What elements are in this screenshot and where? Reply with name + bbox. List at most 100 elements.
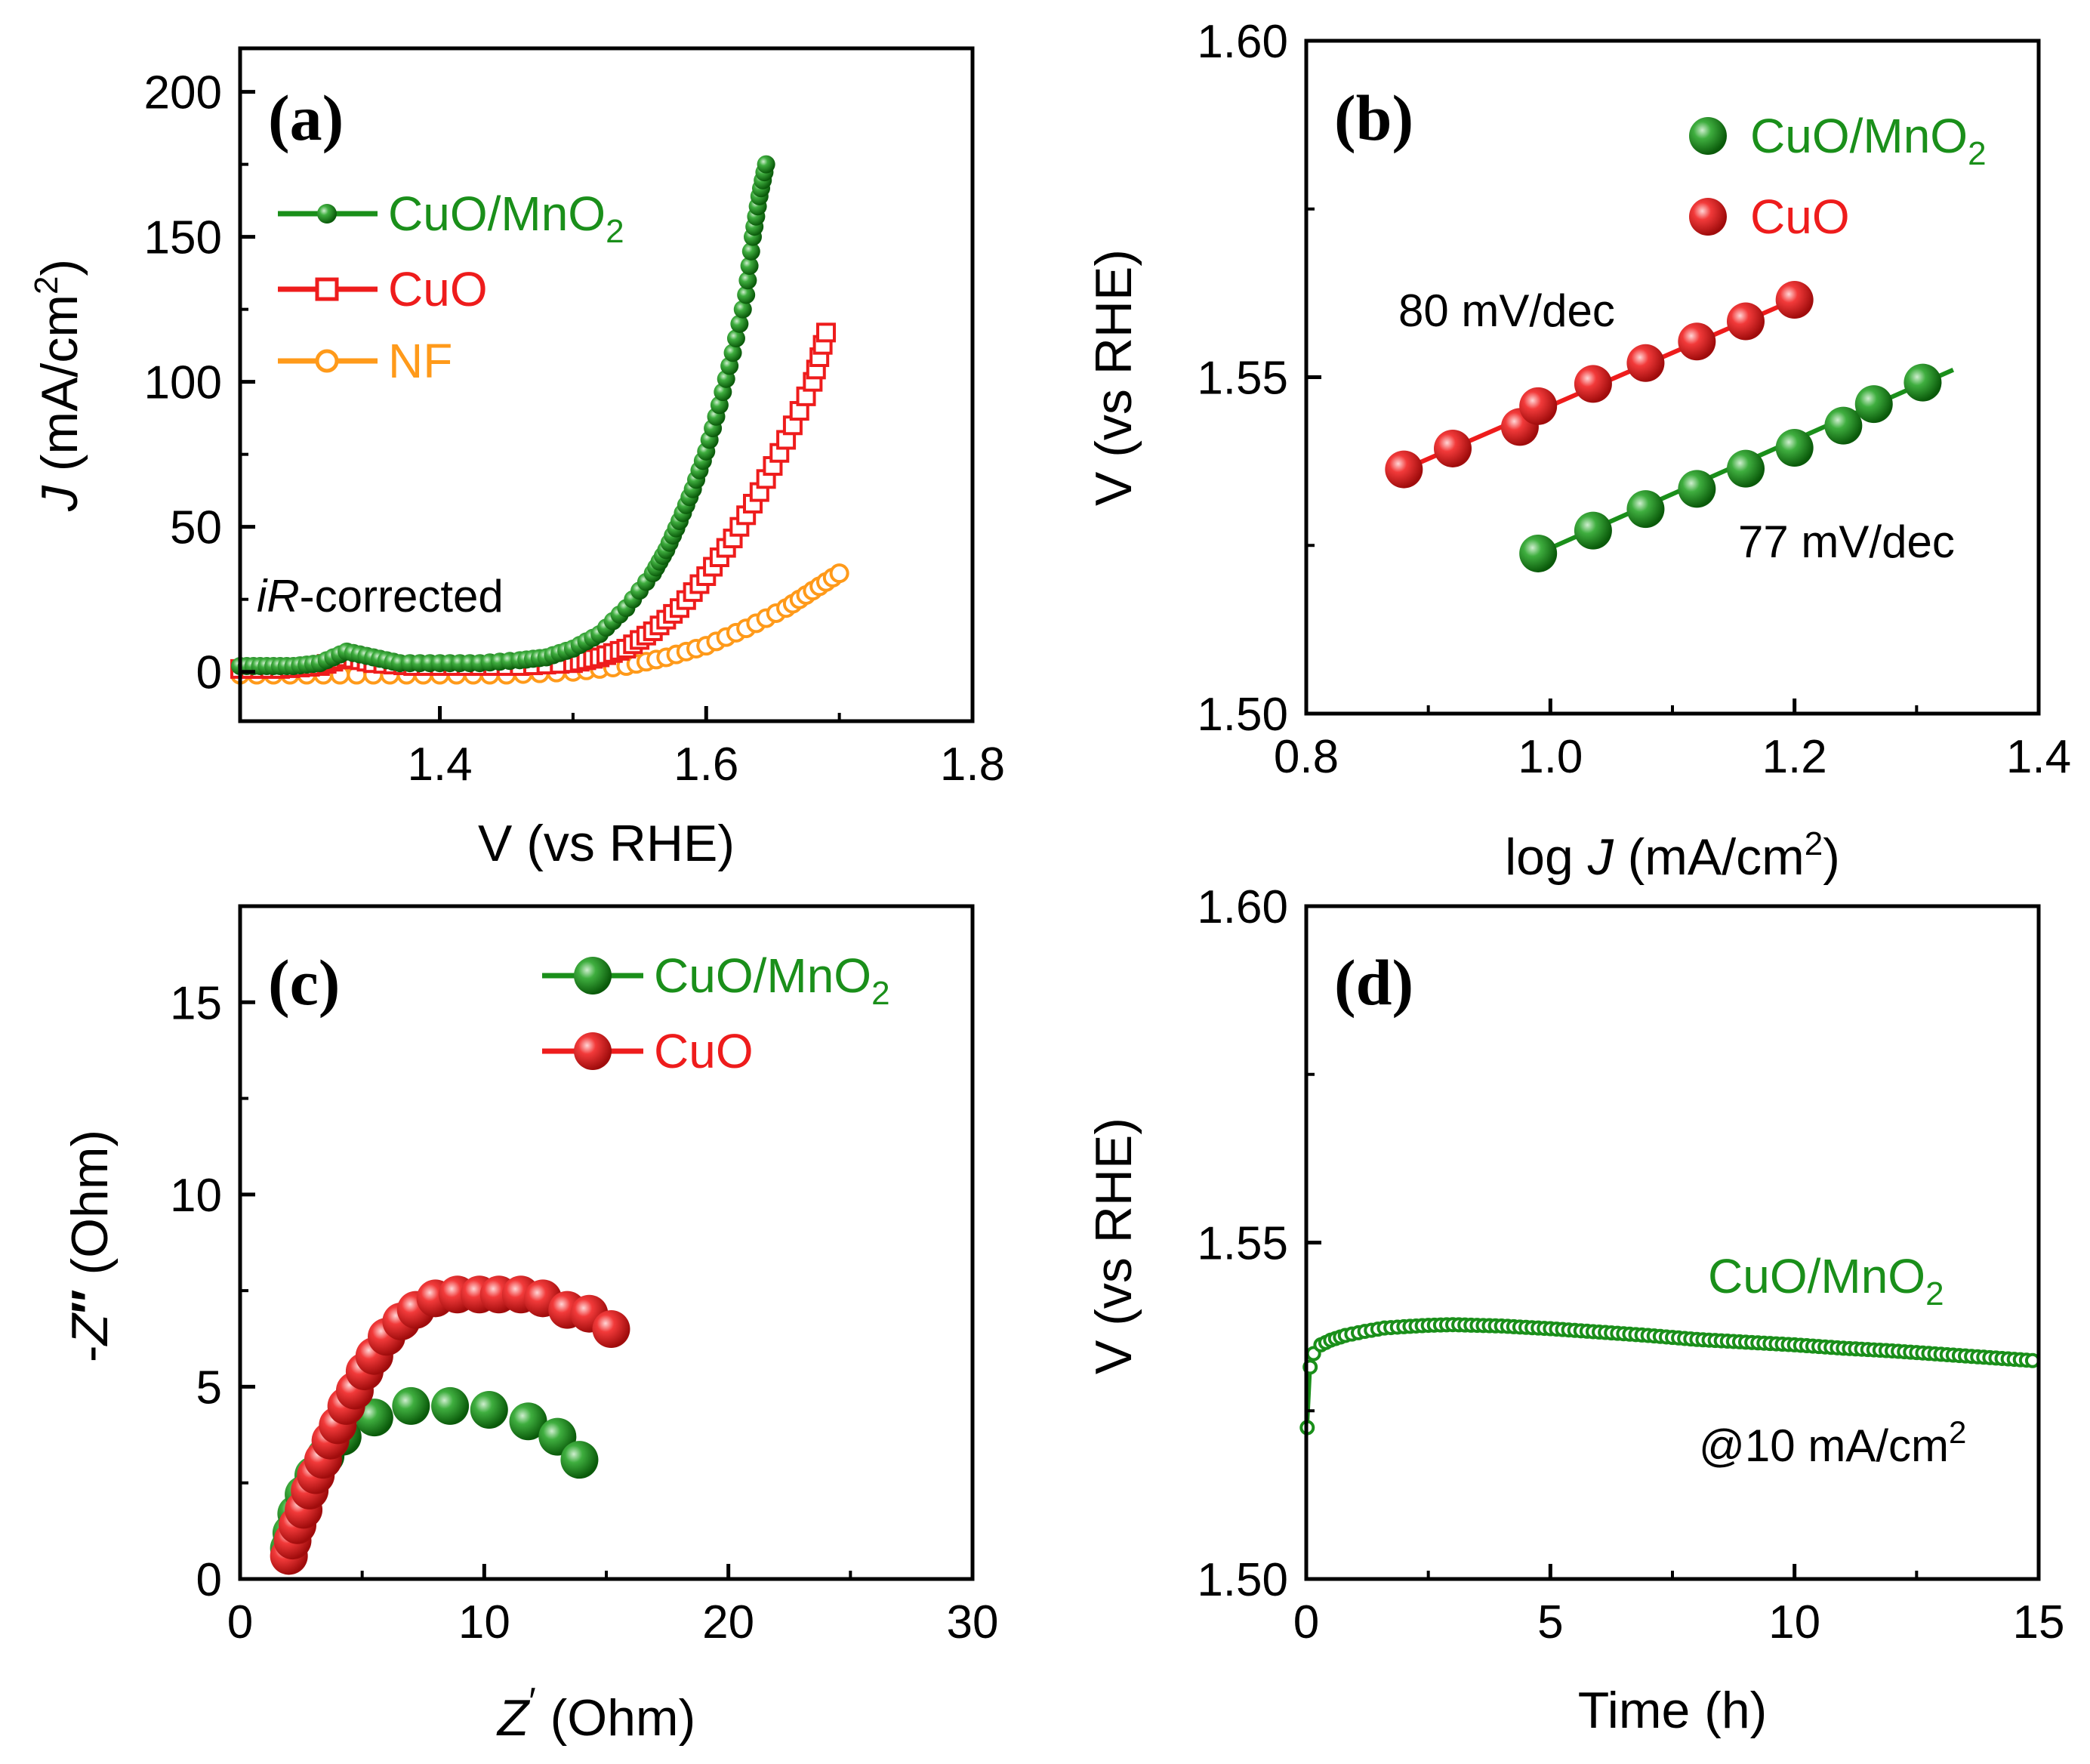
- panel-c-plot-area: [270, 1275, 630, 1575]
- panel-a-ticks: 1.4 1.6 1.8 0 50 100 150 200: [144, 67, 1006, 791]
- panel-c-xtick-label: 0: [227, 1596, 253, 1648]
- data-point: [740, 257, 759, 276]
- panel-b-xtick-label: 0.8: [1274, 731, 1339, 783]
- panel-b-plot-area: [1385, 281, 1955, 572]
- data-point: [741, 242, 760, 261]
- panel-a-ytick-label: 200: [144, 67, 222, 119]
- panel-b-xtick-label: 1.0: [1518, 731, 1583, 783]
- data-point: [1854, 385, 1893, 424]
- legend-marker-green: [1689, 117, 1727, 155]
- legend-marker-red: [1689, 198, 1727, 236]
- panel-b-legend: CuO/MnO2 CuO: [1689, 109, 1987, 244]
- legend-marker-green: [317, 204, 337, 224]
- data-point: [1626, 490, 1665, 529]
- legend-label-cuo: CuO: [1750, 190, 1850, 244]
- data-point: [1519, 534, 1558, 572]
- data-point: [560, 1441, 599, 1479]
- panel-d-ytick-label: 1.60: [1197, 881, 1288, 933]
- panel-b-slope-cuo-mno2: 77 mV/dec: [1738, 517, 1955, 567]
- panel-b-label: (b): [1334, 82, 1413, 154]
- panel-a-xtick-label: 1.4: [407, 739, 472, 791]
- panel-a-ytick-label: 50: [170, 502, 222, 554]
- panel-d-xtick-label: 10: [1768, 1596, 1820, 1648]
- data-point: [738, 271, 757, 290]
- data-point: [1574, 365, 1612, 403]
- panel-d-ticks: 0 5 10 15 1.50 1.55 1.60: [1197, 881, 2064, 1648]
- panel-b-ytick-label: 1.60: [1197, 16, 1288, 68]
- data-point: [592, 1310, 630, 1349]
- panel-b-xlabel: log J (mA/cm2): [1505, 825, 1840, 886]
- panel-b-ytick-label: 1.55: [1197, 353, 1288, 405]
- legend-label-cuo: CuO: [654, 1024, 754, 1078]
- panel-d-xlabel: Time (h): [1578, 1682, 1768, 1739]
- legend-label-nf: NF: [388, 334, 452, 388]
- data-point: [1727, 302, 1765, 341]
- legend-item-cuo: CuO: [278, 262, 488, 316]
- panel-b-xtick-label: 1.4: [2006, 731, 2071, 783]
- panel-c-frame: [238, 904, 975, 1581]
- data-point: [733, 300, 752, 319]
- panel-d-xtick-label: 15: [2013, 1596, 2065, 1648]
- data-point: [730, 314, 749, 333]
- panel-a-xlabel: V (vs RHE): [478, 815, 735, 872]
- data-point: [392, 1386, 430, 1425]
- data-point: [757, 155, 775, 174]
- panel-a-legend: CuO/MnO2 CuO NF: [278, 187, 624, 388]
- panel-d-plot-area: [1299, 1317, 2040, 1436]
- panel-a-ytick-label: 0: [196, 647, 222, 699]
- data-point: [1775, 281, 1814, 319]
- data-point: [1824, 406, 1863, 445]
- legend-label-cuo-mno2: CuO/MnO2: [388, 187, 624, 250]
- panel-b-ylabel: V (vs RHE): [1085, 249, 1142, 506]
- panel-a: 1.4 1.6 1.8 0 50 100 150 200 (a) V (vs RHE) J (…: [28, 46, 1006, 872]
- data-point: [1519, 387, 1558, 425]
- panel-b: 0.8 1.0 1.2 1.4 1.50 1.55 1.60 (b) log J (mA/c…: [1085, 16, 2071, 886]
- data-point: [829, 563, 849, 584]
- legend-label-cuo: CuO: [388, 262, 488, 316]
- data-point: [1775, 429, 1814, 467]
- data-point: [509, 1402, 547, 1441]
- data-point: [431, 1386, 470, 1425]
- panel-a-plot-area: [230, 155, 849, 685]
- panel-d-annotation: @10 mA/cm2: [1699, 1414, 1966, 1471]
- panel-b-ticks: 0.8 1.0 1.2 1.4 1.50 1.55 1.60: [1197, 16, 2071, 783]
- data-point: [1385, 450, 1423, 489]
- data-point: [1904, 363, 1942, 402]
- panel-b-ytick-label: 1.50: [1197, 689, 1288, 741]
- panel-c-ylabel: -Z″ (Ohm): [61, 1130, 119, 1362]
- panel-c-label: (c): [268, 946, 340, 1019]
- panel-a-ylabel: J (mA/cm2): [28, 259, 88, 512]
- panel-b-xtick-label: 1.2: [1762, 731, 1827, 783]
- panel-c-ytick-label: 5: [196, 1362, 222, 1414]
- panel-d-ylabel: V (vs RHE): [1085, 1118, 1142, 1374]
- panel-d-xtick-label: 5: [1537, 1596, 1563, 1648]
- data-point: [1434, 429, 1472, 467]
- panel-c-xtick-label: 10: [458, 1596, 510, 1648]
- panel-a-label: (a): [268, 82, 344, 154]
- data-point: [1727, 449, 1765, 488]
- data-point: [1678, 470, 1716, 508]
- panel-a-frame: [238, 46, 975, 723]
- data-point: [1574, 511, 1612, 550]
- legend-item-nf: NF: [278, 334, 452, 388]
- panel-c-xtick-label: 30: [947, 1596, 999, 1648]
- panel-c-ytick-label: 15: [170, 977, 222, 1029]
- legend-marker-red: [315, 277, 339, 301]
- panel-b-slope-cuo: 80 mV/dec: [1398, 285, 1615, 336]
- data-point: [737, 285, 756, 304]
- panel-d-series-label: CuO/MnO2: [1708, 1249, 1944, 1312]
- data-point: [816, 322, 836, 343]
- panel-c-ytick-label: 0: [196, 1554, 222, 1606]
- data-point: [723, 344, 742, 362]
- panel-a-xtick-label: 1.8: [940, 739, 1005, 791]
- panel-c-ytick-label: 10: [170, 1170, 222, 1222]
- panel-a-ytick-label: 100: [144, 357, 222, 409]
- panel-d: 0 5 10 15 1.50 1.55 1.60 (d) Time (h) V (vs RH…: [1085, 881, 2064, 1739]
- data-point: [470, 1390, 508, 1429]
- panel-c-xlabel: Z′ (Ohm): [496, 1680, 695, 1747]
- legend-label-cuo-mno2: CuO/MnO2: [654, 948, 890, 1012]
- panel-c-legend: CuO/MnO2 CuO: [542, 948, 890, 1078]
- panel-a-xtick-label: 1.6: [674, 739, 738, 791]
- legend-item-cuo-mno2: CuO/MnO2: [278, 187, 624, 250]
- data-point: [1678, 322, 1716, 361]
